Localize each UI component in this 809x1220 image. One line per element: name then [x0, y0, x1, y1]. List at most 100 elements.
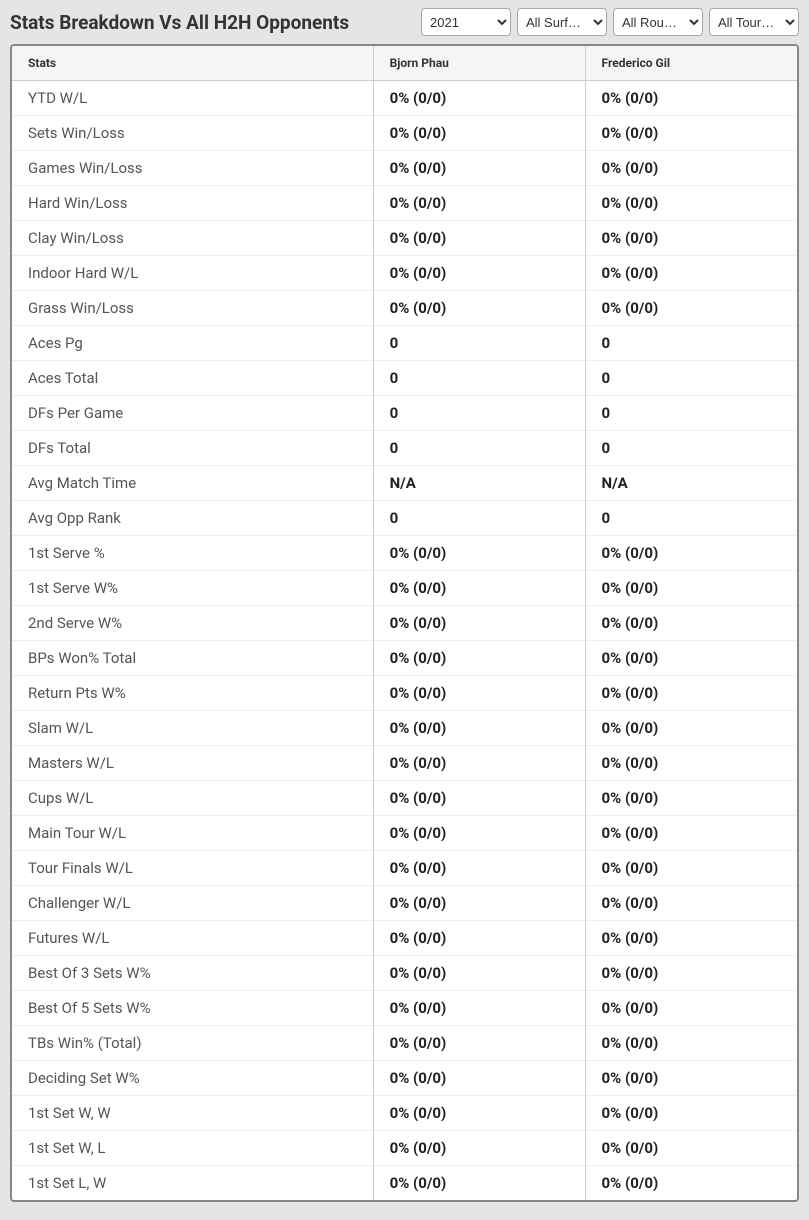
- player2-value: 0% (0/0): [585, 991, 797, 1026]
- page-title: Stats Breakdown Vs All H2H Opponents: [10, 11, 415, 34]
- player1-value: 0% (0/0): [373, 571, 585, 606]
- round-select[interactable]: All Rou…: [613, 8, 703, 36]
- table-row: Aces Pg00: [12, 326, 797, 361]
- player2-value: 0% (0/0): [585, 116, 797, 151]
- year-select[interactable]: 2021: [421, 8, 511, 36]
- stat-label: 2nd Serve W%: [12, 606, 373, 641]
- table-header-row: Stats Bjorn Phau Frederico Gil: [12, 46, 797, 81]
- stat-label: Cups W/L: [12, 781, 373, 816]
- player1-value: 0% (0/0): [373, 1131, 585, 1166]
- stat-label: 1st Serve %: [12, 536, 373, 571]
- stat-label: Return Pts W%: [12, 676, 373, 711]
- player2-value: N/A: [585, 466, 797, 501]
- table-row: Futures W/L0% (0/0)0% (0/0): [12, 921, 797, 956]
- table-row: Clay Win/Loss0% (0/0)0% (0/0): [12, 221, 797, 256]
- col-stats: Stats: [12, 46, 373, 81]
- table-row: 2nd Serve W%0% (0/0)0% (0/0): [12, 606, 797, 641]
- player1-value: 0% (0/0): [373, 221, 585, 256]
- player2-value: 0% (0/0): [585, 676, 797, 711]
- table-row: Cups W/L0% (0/0)0% (0/0): [12, 781, 797, 816]
- player2-value: 0% (0/0): [585, 886, 797, 921]
- table-row: DFs Total00: [12, 431, 797, 466]
- tour-select[interactable]: All Tour…: [709, 8, 799, 36]
- stat-label: 1st Set L, W: [12, 1166, 373, 1201]
- player2-value: 0: [585, 326, 797, 361]
- table-row: Grass Win/Loss0% (0/0)0% (0/0): [12, 291, 797, 326]
- table-row: Main Tour W/L0% (0/0)0% (0/0): [12, 816, 797, 851]
- stat-label: 1st Set W, W: [12, 1096, 373, 1131]
- surface-select[interactable]: All Surf…: [517, 8, 607, 36]
- table-row: 1st Set W, W0% (0/0)0% (0/0): [12, 1096, 797, 1131]
- player1-value: 0: [373, 361, 585, 396]
- player2-value: 0% (0/0): [585, 1026, 797, 1061]
- stat-label: BPs Won% Total: [12, 641, 373, 676]
- stats-table: Stats Bjorn Phau Frederico Gil YTD W/L0%…: [12, 46, 797, 1200]
- player1-value: 0% (0/0): [373, 151, 585, 186]
- stat-label: Games Win/Loss: [12, 151, 373, 186]
- player1-value: 0% (0/0): [373, 256, 585, 291]
- player2-value: 0: [585, 501, 797, 536]
- player2-value: 0% (0/0): [585, 536, 797, 571]
- stat-label: Deciding Set W%: [12, 1061, 373, 1096]
- stat-label: Best Of 5 Sets W%: [12, 991, 373, 1026]
- stat-label: Aces Total: [12, 361, 373, 396]
- player2-value: 0% (0/0): [585, 1131, 797, 1166]
- table-row: 1st Serve %0% (0/0)0% (0/0): [12, 536, 797, 571]
- table-row: Sets Win/Loss0% (0/0)0% (0/0): [12, 116, 797, 151]
- player1-value: 0% (0/0): [373, 886, 585, 921]
- player2-value: 0% (0/0): [585, 186, 797, 221]
- stat-label: Challenger W/L: [12, 886, 373, 921]
- player2-value: 0% (0/0): [585, 816, 797, 851]
- stat-label: 1st Set W, L: [12, 1131, 373, 1166]
- player2-value: 0: [585, 361, 797, 396]
- player2-value: 0% (0/0): [585, 1166, 797, 1201]
- player1-value: 0% (0/0): [373, 116, 585, 151]
- player1-value: 0: [373, 326, 585, 361]
- player1-value: 0% (0/0): [373, 291, 585, 326]
- stat-label: Avg Match Time: [12, 466, 373, 501]
- player2-value: 0% (0/0): [585, 781, 797, 816]
- player1-value: 0% (0/0): [373, 1026, 585, 1061]
- player2-value: 0% (0/0): [585, 81, 797, 116]
- player2-value: 0% (0/0): [585, 641, 797, 676]
- table-row: Slam W/L0% (0/0)0% (0/0): [12, 711, 797, 746]
- stat-label: Main Tour W/L: [12, 816, 373, 851]
- player1-value: 0% (0/0): [373, 606, 585, 641]
- player1-value: 0% (0/0): [373, 991, 585, 1026]
- player2-value: 0% (0/0): [585, 256, 797, 291]
- table-row: Challenger W/L0% (0/0)0% (0/0): [12, 886, 797, 921]
- stat-label: Aces Pg: [12, 326, 373, 361]
- player1-value: 0: [373, 501, 585, 536]
- player2-value: 0% (0/0): [585, 921, 797, 956]
- stat-label: Indoor Hard W/L: [12, 256, 373, 291]
- table-row: Deciding Set W%0% (0/0)0% (0/0): [12, 1061, 797, 1096]
- table-row: Best Of 3 Sets W%0% (0/0)0% (0/0): [12, 956, 797, 991]
- table-row: Avg Match TimeN/AN/A: [12, 466, 797, 501]
- player2-value: 0% (0/0): [585, 956, 797, 991]
- player1-value: 0% (0/0): [373, 676, 585, 711]
- table-row: BPs Won% Total0% (0/0)0% (0/0): [12, 641, 797, 676]
- player1-value: 0% (0/0): [373, 956, 585, 991]
- player1-value: 0% (0/0): [373, 1061, 585, 1096]
- stat-label: Slam W/L: [12, 711, 373, 746]
- table-row: Indoor Hard W/L0% (0/0)0% (0/0): [12, 256, 797, 291]
- header-bar: Stats Breakdown Vs All H2H Opponents 202…: [0, 0, 809, 44]
- player2-value: 0% (0/0): [585, 1096, 797, 1131]
- table-row: YTD W/L0% (0/0)0% (0/0): [12, 81, 797, 116]
- player1-value: 0% (0/0): [373, 186, 585, 221]
- player2-value: 0% (0/0): [585, 1061, 797, 1096]
- stat-label: 1st Serve W%: [12, 571, 373, 606]
- player2-value: 0% (0/0): [585, 291, 797, 326]
- table-row: TBs Win% (Total)0% (0/0)0% (0/0): [12, 1026, 797, 1061]
- player1-value: 0% (0/0): [373, 816, 585, 851]
- player1-value: 0% (0/0): [373, 851, 585, 886]
- stat-label: DFs Total: [12, 431, 373, 466]
- col-player2: Frederico Gil: [585, 46, 797, 81]
- stat-label: Tour Finals W/L: [12, 851, 373, 886]
- table-row: DFs Per Game00: [12, 396, 797, 431]
- stat-label: Futures W/L: [12, 921, 373, 956]
- stat-label: YTD W/L: [12, 81, 373, 116]
- player1-value: 0% (0/0): [373, 536, 585, 571]
- table-row: Avg Opp Rank00: [12, 501, 797, 536]
- player2-value: 0% (0/0): [585, 151, 797, 186]
